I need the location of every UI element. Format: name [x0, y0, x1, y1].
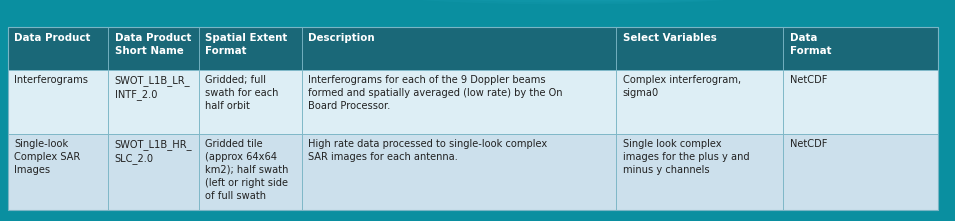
Bar	[616, 70, 783, 134]
Bar	[616, 134, 783, 210]
Text: Complex interferogram,
sigma0: Complex interferogram, sigma0	[623, 75, 741, 98]
Text: Single-look
Complex SAR
Images: Single-look Complex SAR Images	[14, 139, 80, 175]
Text: Interferograms: Interferograms	[14, 75, 88, 85]
Bar	[199, 134, 302, 210]
Text: Interferograms for each of the 9 Doppler beams
formed and spatially averaged (lo: Interferograms for each of the 9 Doppler…	[308, 75, 562, 111]
Bar	[302, 134, 616, 210]
Text: SWOT_L1B_LR_
INTF_2.0: SWOT_L1B_LR_ INTF_2.0	[115, 75, 190, 100]
Text: Data Product
Short Name: Data Product Short Name	[115, 33, 191, 56]
Bar	[108, 70, 199, 134]
Bar	[8, 27, 108, 70]
Bar	[108, 27, 199, 70]
Text: Spatial Extent
Format: Spatial Extent Format	[205, 33, 287, 56]
Bar	[199, 70, 302, 134]
Text: High rate data processed to single-look complex
SAR images for each antenna.: High rate data processed to single-look …	[308, 139, 548, 162]
Bar	[302, 70, 616, 134]
Text: Select Variables: Select Variables	[623, 33, 716, 43]
Text: Data Product: Data Product	[14, 33, 91, 43]
Ellipse shape	[411, 0, 793, 1]
Text: Single look complex
images for the plus y and
minus y channels: Single look complex images for the plus …	[623, 139, 750, 175]
Bar	[616, 27, 783, 70]
Text: SWOT_L1B_HR_
SLC_2.0: SWOT_L1B_HR_ SLC_2.0	[115, 139, 192, 164]
Ellipse shape	[382, 0, 764, 4]
Bar	[783, 27, 938, 70]
Bar	[783, 134, 938, 210]
Text: Gridded; full
swath for each
half orbit: Gridded; full swath for each half orbit	[205, 75, 279, 111]
Bar	[108, 134, 199, 210]
Text: Description: Description	[308, 33, 375, 43]
Bar	[8, 27, 938, 210]
Bar	[8, 134, 108, 210]
Bar	[302, 27, 616, 70]
Text: Data
Format: Data Format	[790, 33, 831, 56]
Bar	[783, 70, 938, 134]
Text: NetCDF: NetCDF	[790, 75, 827, 85]
Bar	[8, 70, 108, 134]
Text: NetCDF: NetCDF	[790, 139, 827, 149]
Ellipse shape	[396, 0, 778, 3]
Text: Gridded tile
(approx 64x64
km2); half swath
(left or right side
of full swath: Gridded tile (approx 64x64 km2); half sw…	[205, 139, 288, 200]
Bar	[199, 27, 302, 70]
